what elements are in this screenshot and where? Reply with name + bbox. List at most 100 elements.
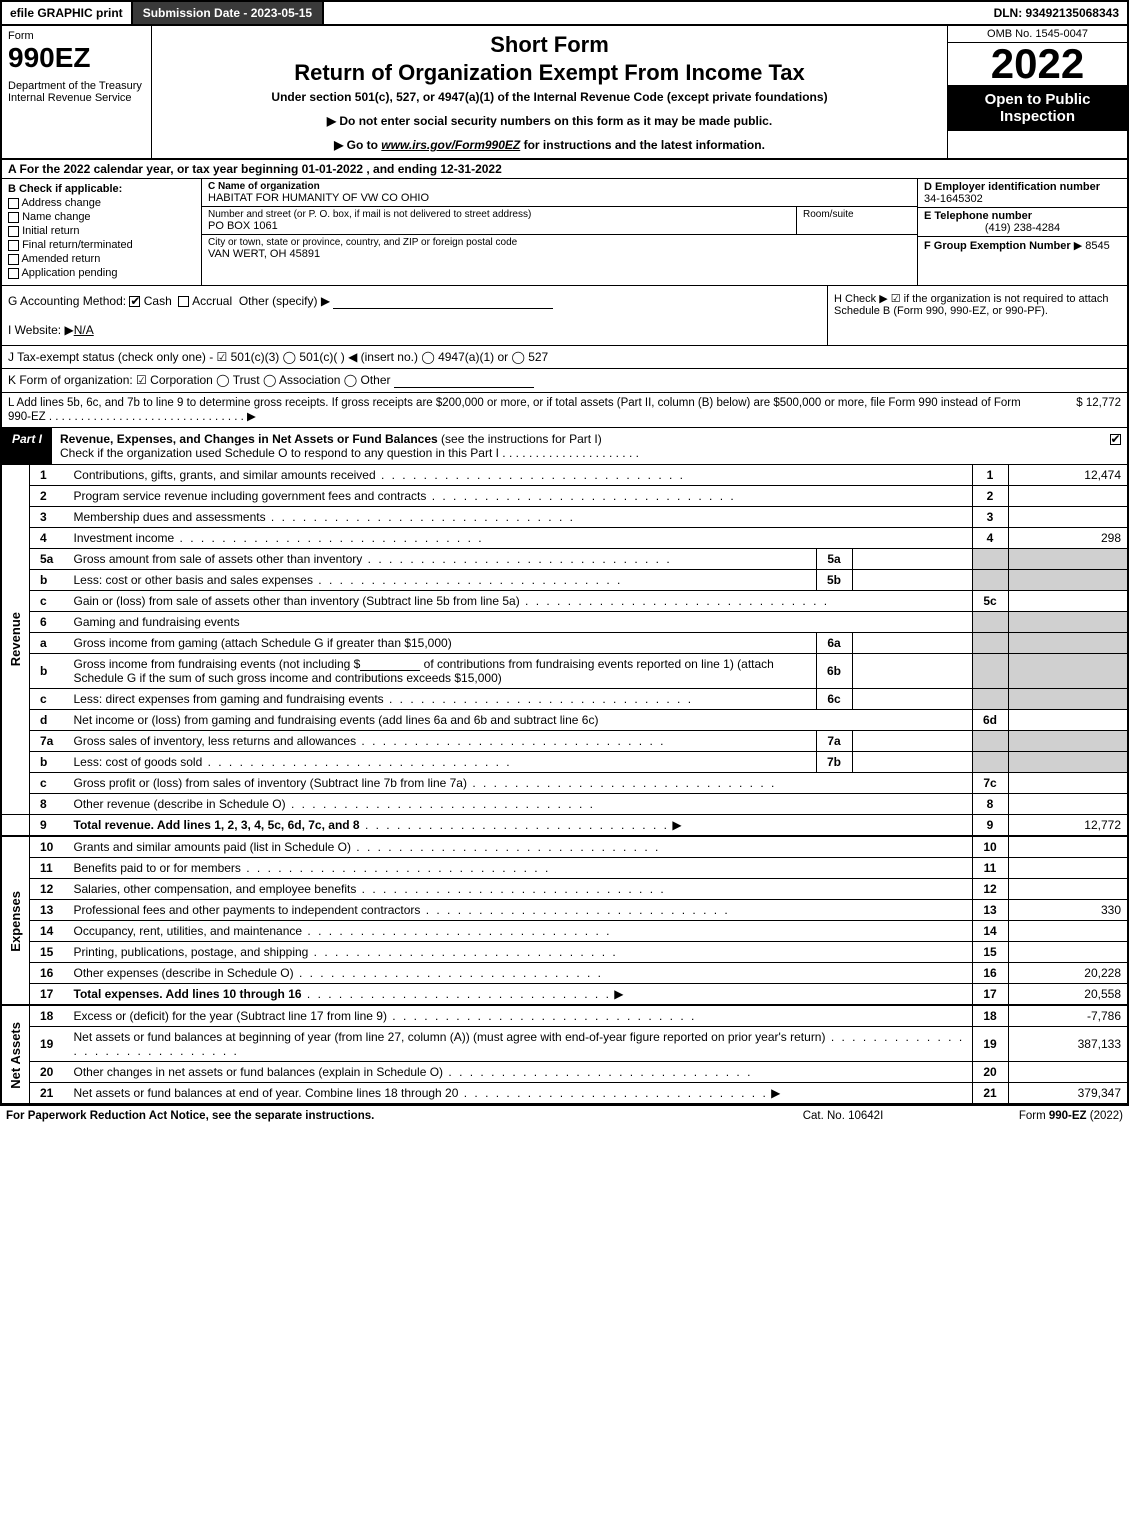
netassets-side: Net Assets	[1, 1005, 30, 1104]
part-I-checkbox[interactable]	[1103, 428, 1127, 464]
B-opt-final[interactable]: Final return/terminated	[8, 239, 195, 251]
room-label: Room/suite	[803, 209, 911, 220]
G-cash: Cash	[144, 294, 172, 308]
C-name-label: C Name of organization	[208, 181, 911, 192]
col-DEF: D Employer identification number 34-1645…	[917, 179, 1127, 285]
line-6a: aGross income from gaming (attach Schedu…	[1, 632, 1128, 653]
open-to-public: Open to Public Inspection	[948, 85, 1127, 131]
room-cell: Room/suite	[797, 207, 917, 234]
line-10: Expenses10Grants and similar amounts pai…	[1, 836, 1128, 858]
group-exemption: ▶ 8545	[1074, 240, 1110, 252]
header-mid: Short Form Return of Organization Exempt…	[152, 26, 947, 158]
goto-post: for instructions and the latest informat…	[520, 138, 765, 152]
col-C: C Name of organization HABITAT FOR HUMAN…	[202, 179, 917, 285]
F-cell: F Group Exemption Number ▶ 8545	[918, 237, 1127, 254]
K-other-line[interactable]	[394, 374, 534, 388]
form-word: Form	[8, 30, 145, 42]
tax-year: 2022	[948, 43, 1127, 85]
E-cell: E Telephone number (419) 238-4284	[918, 208, 1127, 237]
B-opt-address[interactable]: Address change	[8, 197, 195, 209]
irs-link[interactable]: www.irs.gov/Form990EZ	[381, 138, 520, 152]
line-6: 6Gaming and fundraising events	[1, 611, 1128, 632]
line-17: 17Total expenses. Add lines 10 through 1…	[1, 984, 1128, 1006]
D-label: D Employer identification number	[924, 181, 1121, 193]
G-label: G Accounting Method:	[8, 294, 126, 308]
K-text: K Form of organization: ☑ Corporation ◯ …	[8, 373, 391, 387]
form-ref: Form 990-EZ (2022)	[943, 1110, 1123, 1122]
under-section: Under section 501(c), 527, or 4947(a)(1)…	[162, 90, 937, 104]
line-7a: 7aGross sales of inventory, less returns…	[1, 731, 1128, 752]
top-bar: efile GRAPHIC print Submission Date - 20…	[0, 0, 1129, 26]
revenue-side: Revenue	[1, 465, 30, 815]
line-5b: bLess: cost or other basis and sales exp…	[1, 569, 1128, 590]
street-label: Number and street (or P. O. box, if mail…	[208, 209, 790, 220]
B-opt-initial[interactable]: Initial return	[8, 225, 195, 237]
B-opt-amended[interactable]: Amended return	[8, 253, 195, 265]
D-cell: D Employer identification number 34-1645…	[918, 179, 1127, 208]
L-text: L Add lines 5b, 6c, and 7b to line 9 to …	[8, 397, 1041, 423]
line-15: 15Printing, publications, postage, and s…	[1, 942, 1128, 963]
line-19: 19Net assets or fund balances at beginni…	[1, 1027, 1128, 1062]
spacer	[324, 2, 985, 24]
row-G: G Accounting Method: Cash Accrual Other …	[8, 294, 821, 309]
header-right: OMB No. 1545-0047 2022 Open to Public In…	[947, 26, 1127, 158]
street-row: Number and street (or P. O. box, if mail…	[202, 207, 917, 235]
line-3: 3Membership dues and assessments3	[1, 506, 1128, 527]
form-title: Return of Organization Exempt From Incom…	[162, 60, 937, 86]
G-other: Other (specify) ▶	[239, 294, 330, 308]
form-number: 990EZ	[8, 42, 145, 74]
line-14: 14Occupancy, rent, utilities, and mainte…	[1, 921, 1128, 942]
G-other-line[interactable]	[333, 295, 553, 309]
B-opt-pending[interactable]: Application pending	[8, 267, 195, 279]
L-amount: $ 12,772	[1041, 397, 1121, 423]
B-opt-name[interactable]: Name change	[8, 211, 195, 223]
ein-value: 34-1645302	[924, 193, 1121, 205]
line-6b: bGross income from fundraising events (n…	[1, 653, 1128, 689]
form-header: Form 990EZ Department of the Treasury In…	[0, 26, 1129, 160]
row-L: L Add lines 5b, 6c, and 7b to line 9 to …	[0, 393, 1129, 428]
part-I-title: Revenue, Expenses, and Changes in Net As…	[60, 432, 438, 446]
line-7b: bLess: cost of goods sold7b	[1, 752, 1128, 773]
line-1: Revenue 1 Contributions, gifts, grants, …	[1, 465, 1128, 486]
line-21: 21Net assets or fund balances at end of …	[1, 1083, 1128, 1105]
part-I-sub: (see the instructions for Part I)	[438, 432, 602, 446]
G-accrual: Accrual	[192, 294, 232, 308]
line-9: 9Total revenue. Add lines 1, 2, 3, 4, 5c…	[1, 815, 1128, 837]
street-cell: Number and street (or P. O. box, if mail…	[202, 207, 797, 234]
row-I: I Website: ▶N/A	[8, 323, 821, 337]
line-13: 13Professional fees and other payments t…	[1, 900, 1128, 921]
website-value: N/A	[74, 323, 94, 337]
part-I-header: Part I Revenue, Expenses, and Changes in…	[0, 428, 1129, 465]
ssn-note: ▶ Do not enter social security numbers o…	[162, 114, 937, 128]
org-name-cell: C Name of organization HABITAT FOR HUMAN…	[202, 179, 917, 207]
H-col: H Check ▶ ☑ if the organization is not r…	[827, 286, 1127, 345]
line-11: 11Benefits paid to or for members11	[1, 858, 1128, 879]
lines-table: Revenue 1 Contributions, gifts, grants, …	[0, 465, 1129, 1106]
part-I-check: Check if the organization used Schedule …	[60, 446, 639, 460]
line-5c: cGain or (loss) from sale of assets othe…	[1, 590, 1128, 611]
G-I-col: G Accounting Method: Cash Accrual Other …	[2, 286, 827, 345]
E-label: E Telephone number	[924, 210, 1121, 222]
I-label: I Website: ▶	[8, 323, 74, 337]
phone-value: (419) 238-4284	[924, 222, 1121, 234]
row-K: K Form of organization: ☑ Corporation ◯ …	[0, 369, 1129, 393]
line-4: 4Investment income4298	[1, 527, 1128, 548]
part-I-tab: Part I	[2, 428, 52, 464]
line-7c: cGross profit or (loss) from sales of in…	[1, 773, 1128, 794]
part-I-desc: Revenue, Expenses, and Changes in Net As…	[52, 428, 1103, 464]
dln-label: DLN: 93492135068343	[986, 2, 1127, 24]
goto-note: ▶ Go to www.irs.gov/Form990EZ for instru…	[162, 138, 937, 152]
G-accrual-cb[interactable]	[178, 296, 189, 307]
line-12: 12Salaries, other compensation, and empl…	[1, 879, 1128, 900]
F-label: F Group Exemption Number	[924, 240, 1071, 252]
col-B: B Check if applicable: Address change Na…	[2, 179, 202, 285]
cat-no: Cat. No. 10642I	[743, 1110, 943, 1122]
line-8: 8Other revenue (describe in Schedule O)8	[1, 794, 1128, 815]
city-label: City or town, state or province, country…	[208, 237, 911, 248]
row-G-H: G Accounting Method: Cash Accrual Other …	[0, 286, 1129, 346]
B-header: B Check if applicable:	[8, 183, 195, 195]
submission-date: Submission Date - 2023-05-15	[133, 2, 324, 24]
G-cash-cb[interactable]	[129, 296, 140, 307]
line-20: 20Other changes in net assets or fund ba…	[1, 1062, 1128, 1083]
street-value: PO BOX 1061	[208, 220, 790, 232]
